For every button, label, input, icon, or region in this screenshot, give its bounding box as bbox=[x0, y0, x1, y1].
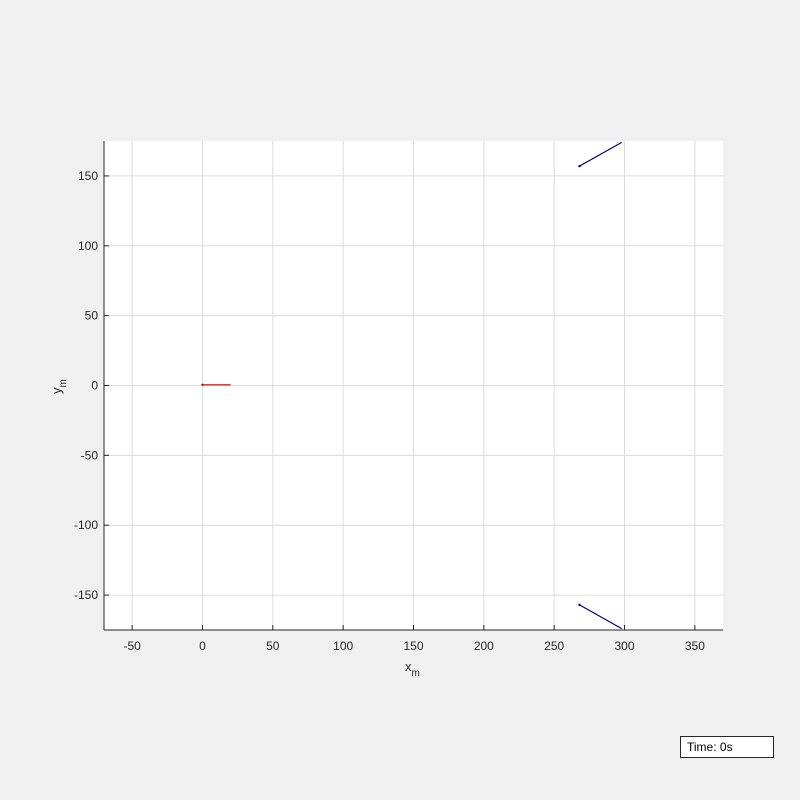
y-axis-label: ym bbox=[49, 379, 69, 394]
x-tick-label: -50 bbox=[123, 639, 141, 653]
y-tick-label: 150 bbox=[78, 169, 98, 183]
y-tick-label: 0 bbox=[91, 379, 98, 393]
x-tick-label: 250 bbox=[544, 639, 564, 653]
x-axis-label: xm bbox=[405, 659, 420, 679]
x-tick-label: 350 bbox=[685, 639, 705, 653]
y-tick-label: -100 bbox=[74, 518, 98, 532]
y-tick-label: -150 bbox=[74, 588, 98, 602]
series-line-object-lower bbox=[579, 604, 623, 630]
series bbox=[201, 141, 623, 630]
x-tick-label: 300 bbox=[615, 639, 635, 653]
x-ticks: -50 0 50 100 150 200 250 300 350 bbox=[123, 625, 705, 653]
series-marker-object-upper bbox=[578, 164, 581, 168]
x-tick-label: 150 bbox=[403, 639, 423, 653]
x-tick-label: 200 bbox=[474, 639, 494, 653]
y-tick-label: -50 bbox=[81, 448, 99, 462]
time-readout: Time: 0s bbox=[680, 736, 774, 758]
y-tick-label: 100 bbox=[78, 239, 98, 253]
y-ticks: -150 -100 -50 0 50 100 150 bbox=[74, 169, 109, 602]
series-marker-object-lower bbox=[578, 603, 581, 607]
series-marker-ego-vehicle bbox=[201, 383, 204, 387]
series-line-object-upper bbox=[579, 141, 623, 167]
grid bbox=[104, 141, 723, 630]
x-tick-label: 50 bbox=[266, 639, 280, 653]
x-tick-label: 100 bbox=[333, 639, 353, 653]
y-tick-label: 50 bbox=[85, 309, 99, 323]
x-tick-label: 0 bbox=[199, 639, 206, 653]
